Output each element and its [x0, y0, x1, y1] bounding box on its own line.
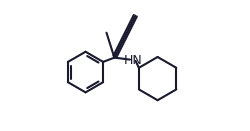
Text: HN: HN: [123, 54, 142, 67]
